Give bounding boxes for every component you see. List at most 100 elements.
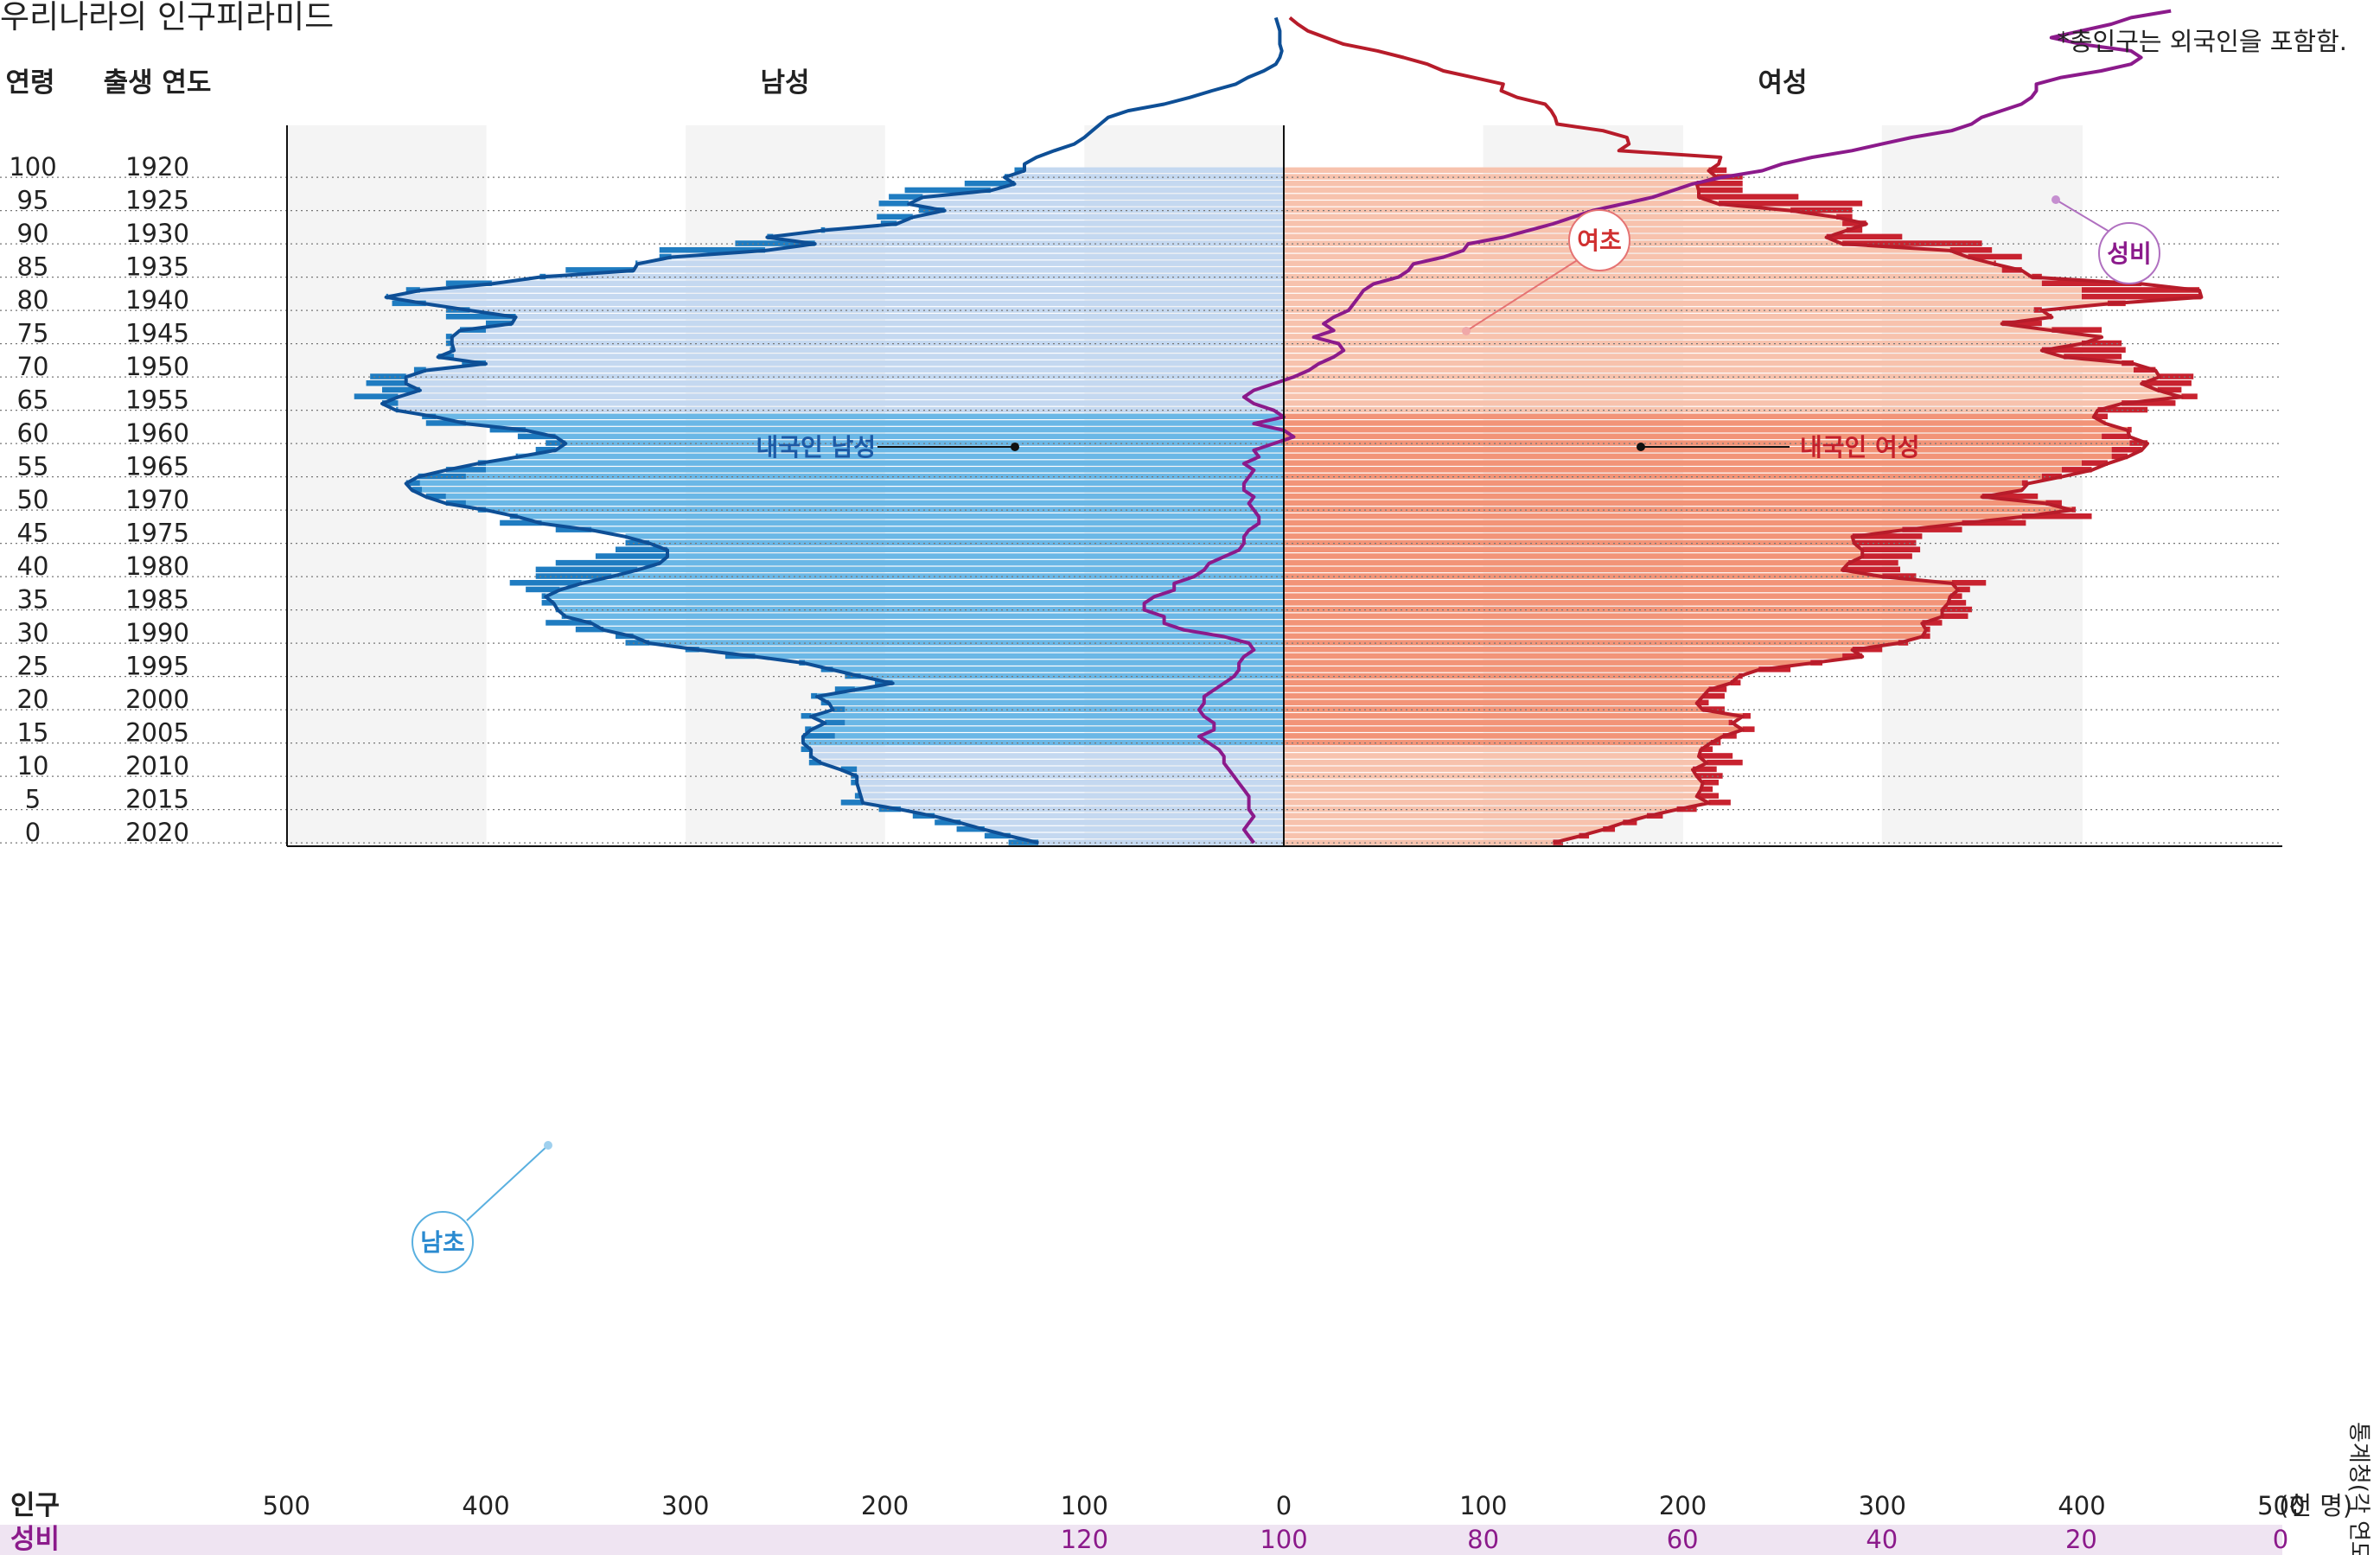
female-excess-bar [2045, 500, 2062, 507]
male-bar [465, 420, 1284, 426]
female-bar [1284, 287, 2082, 293]
male-bar [486, 460, 1284, 466]
female-bar [1284, 480, 2022, 486]
female-excess-bar [1742, 713, 1751, 719]
male-excess-bar [802, 733, 835, 739]
female-bar [1284, 692, 1703, 699]
male-excess-bar [595, 553, 667, 559]
female-bar [1284, 500, 2046, 507]
female-bar [1284, 519, 1962, 526]
female-bar [1284, 433, 2102, 440]
male-excess-bar [445, 467, 486, 473]
age-label: 15 [17, 718, 49, 748]
female-excess-bar [2181, 393, 2198, 399]
male-bar [811, 726, 1284, 732]
female-bar [1284, 793, 1697, 799]
female-bar [1284, 713, 1743, 719]
male-excess-bar [1014, 167, 1025, 174]
female-excess-bar [2051, 327, 2102, 333]
male-bar [517, 513, 1284, 519]
female-bar [1284, 580, 1953, 586]
female-excess-bar [1842, 220, 1866, 226]
header-birth-year: 출생 연도 [104, 67, 212, 99]
age-label: 85 [17, 252, 49, 282]
male-bar [553, 600, 1284, 606]
female-bar [1284, 653, 1843, 660]
male-excess-bar [851, 780, 858, 786]
female-excess-bar [2141, 380, 2192, 386]
female-bar [1284, 420, 2106, 426]
female-excess-bar [1742, 726, 1755, 732]
male-excess-bar [801, 713, 812, 719]
age-label: 90 [17, 219, 49, 248]
female-bar [1284, 340, 2082, 347]
female-excess-bar [1728, 719, 1733, 726]
male-bar [486, 507, 1284, 513]
female-excess-bar [1696, 793, 1720, 799]
male-bar [671, 253, 1284, 260]
female-excess-bar [1957, 586, 1970, 593]
female-exceed-leader [1465, 258, 1579, 332]
sex-ratio-line [1142, 9, 2172, 844]
birth-year-label: 2010 [125, 751, 189, 781]
male-excess-bar [445, 280, 492, 286]
male-exceed-dot [544, 1141, 552, 1150]
birth-year-label: 1940 [125, 285, 189, 315]
female-excess-bar [1702, 780, 1720, 786]
female-excess-bar [1842, 653, 1863, 660]
female-excess-bar [1698, 194, 1799, 200]
male-bar [425, 300, 1284, 307]
female-excess-bar [1842, 566, 1901, 573]
female-excess-bar [1922, 620, 1943, 626]
male-native-line [380, 16, 1284, 845]
female-bar [1284, 167, 1709, 174]
male-bar [892, 679, 1284, 685]
male-excess-bar [445, 500, 466, 507]
birth-year-label: 1970 [125, 485, 189, 514]
male-excess-bar [854, 793, 861, 799]
male-bar [833, 666, 1284, 672]
female-exceed-label: 여초 [1577, 226, 1622, 255]
male-bar [454, 354, 1284, 360]
sex-ratio-dot [2051, 195, 2060, 204]
male-excess-bar [840, 766, 858, 773]
chart-title: 우리나라의 인구피라미드 [0, 0, 334, 35]
female-bar [1284, 780, 1703, 786]
female-excess-bar [1922, 633, 1930, 640]
female-excess-bar [1730, 679, 1741, 685]
female-excess-bar [2122, 400, 2176, 406]
population-tick-label: 300 [1859, 1491, 1906, 1520]
male-bar [581, 580, 1284, 586]
female-bar [1284, 753, 1699, 759]
female-excess-bar [2064, 354, 2122, 360]
birth-year-label: 1960 [125, 418, 189, 448]
female-excess-bar [2111, 447, 2142, 453]
male-excess-bar [984, 832, 1011, 839]
female-bar [1284, 460, 2082, 466]
female-bar [1284, 679, 1731, 685]
female-excess-bar [1968, 253, 2022, 260]
male-bar [486, 360, 1284, 366]
male-excess-bar [956, 825, 985, 832]
female-bar [1284, 832, 1579, 839]
female-excess-bar [2159, 373, 2194, 379]
female-bar [1284, 533, 1853, 539]
male-bar [491, 280, 1284, 286]
male-excess-bar [425, 493, 446, 500]
male-bar [1024, 167, 1284, 174]
male-excess-bar [877, 213, 913, 220]
male-excess-bar [801, 746, 812, 752]
male-bar [828, 699, 1284, 706]
male-excess-bar [625, 539, 650, 546]
sex-ratio-tick-label: 20 [2065, 1525, 2097, 1554]
male-excess-bar [805, 726, 812, 732]
female-excess-bar [1942, 613, 1968, 619]
female-bar [1284, 201, 1720, 207]
female-excess-bar [1702, 692, 1725, 699]
female-excess-bar [2071, 507, 2077, 513]
female-excess-bar [1708, 800, 1731, 806]
female-excess-bar [1962, 519, 2026, 526]
age-label: 75 [17, 319, 49, 348]
female-excess-bar [1862, 553, 1912, 559]
